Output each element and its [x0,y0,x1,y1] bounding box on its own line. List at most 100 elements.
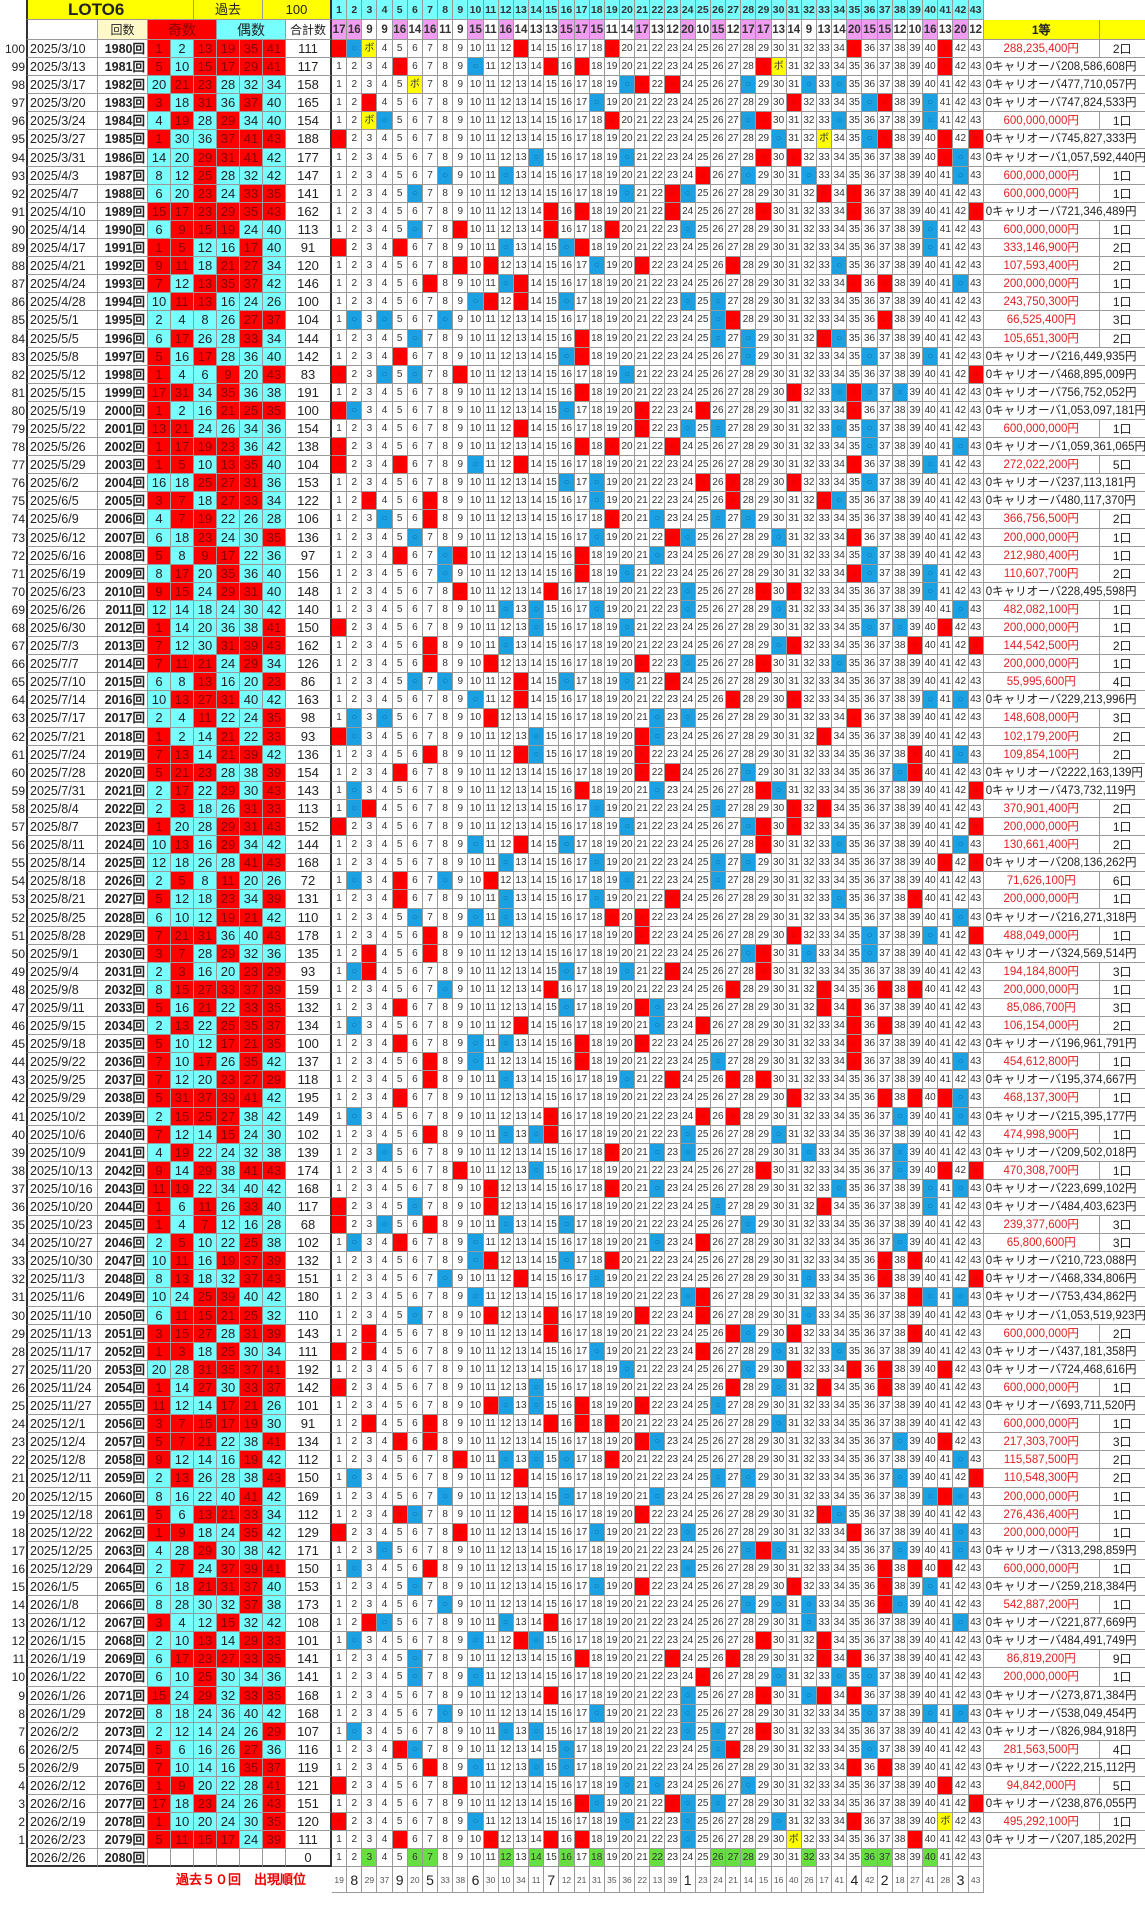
grid-cell: 19 [604,1107,620,1126]
table-row[interactable]: 90 2025/4/14 1990回 6 9 15 19 24 40 113 1 2 3 4 5 ○ 7 8 ○ 10… [0,220,1145,240]
table-row[interactable]: 48 2025/9/8 2032回 8 15 27 33 37 39 159 1 2 3 4 5 6 7 ○ 9 10… [0,980,1145,999]
table-row[interactable]: 62 2025/7/21 2018回 1 2 14 21 22 33 93 ○ ○ 3 4 5 6 7 8 9 10 1… [0,727,1145,746]
table-row[interactable]: 29 2025/11/13 2051回 3 15 27 28 31 39 143 1 2 ○ 4 5 6 7 8 9… [0,1324,1145,1343]
table-row[interactable]: 47 2025/9/11 2033回 5 16 21 22 33 35 132 1 2 3 4 ○ 6 7 8 9 1… [0,998,1145,1018]
table-row[interactable]: 91 2025/4/10 1989回 15 17 23 29 35 43 162 1 2 3 4 5 6 7 8 9… [0,202,1145,221]
table-row[interactable]: 36 2025/10/20 2044回 1 6 11 26 33 40 117 ○ 2 3 4 5 ○ 7 8 9 1… [0,1198,1145,1217]
table-row[interactable]: 100 2025/3/10 1980回 1 2 13 19 35 41 111 ○ ○ ボ 4 5 6 7 8 9 1… [0,40,1145,59]
table-row[interactable]: 56 2025/8/11 2024回 10 13 16 29 34 42 144 1 2 3 4 5 6 7 8 9… [0,836,1145,855]
table-row[interactable]: 46 2025/9/15 2034回 2 13 22 25 35 37 134 1 ○ 3 4 5 6 7 8 9 1… [0,1017,1145,1036]
table-row[interactable]: 27 2025/11/20 2053回 20 28 31 35 37 41 192 1 2 3 4 5 6 7 8… [0,1360,1145,1379]
table-row[interactable]: 84 2025/5/5 1996回 6 17 26 28 33 34 144 1 2 3 4 5 ○ 7 8 9 10… [0,329,1145,348]
table-row[interactable]: 70 2025/6/23 2010回 9 15 24 29 31 40 148 1 2 3 4 5 6 7 8 ○ 1… [0,582,1145,601]
table-row[interactable]: 25 2025/11/27 2055回 11 12 14 17 21 26 101 1 2 3 4 5 6 7 8… [0,1397,1145,1416]
table-row[interactable]: 41 2025/10/2 2039回 2 15 25 27 38 42 149 1 ○ 3 4 5 6 7 8 9 1… [0,1107,1145,1126]
table-row[interactable]: 71 2025/6/19 2009回 8 17 20 35 36 40 156 1 2 3 4 5 6 7 ○ 9 1… [0,564,1145,583]
table-row[interactable]: 86 2025/4/28 1994回 10 11 13 16 24 26 100 1 2 3 4 5 6 7 8 9… [0,293,1145,312]
table-row[interactable]: 44 2025/9/22 2036回 7 10 17 26 35 42 137 1 2 3 4 5 6 ○ 8 9 ○… [0,1053,1145,1072]
table-row[interactable]: 49 2025/9/4 2031回 2 3 16 20 23 29 93 1 ○ ○ 4 5 6 7 8 9 10 11… [0,962,1145,981]
grid-header-number-5: 5 [392,0,408,20]
table-row[interactable]: 75 2025/6/5 2005回 3 7 18 27 33 34 122 1 2 ○ 4 5 6 ○ 8 9 10 1… [0,492,1145,511]
table-row[interactable]: 85 2025/5/1 1995回 2 4 8 26 27 37 104 1 ○ 3 ○ 5 6 7 ○ 9 10 11… [0,311,1145,330]
table-row[interactable]: 66 2025/7/7 2014回 7 11 21 24 29 34 126 1 2 3 4 5 6 ○ 8 9 10… [0,655,1145,674]
table-row[interactable]: 99 2025/3/13 1981回 5 10 15 17 29 41 117 1 2 3 4 ○ 6 7 8 9 ○… [0,58,1145,77]
table-row[interactable]: 57 2025/8/7 2023回 1 20 28 29 31 43 152 ○ 2 3 4 5 6 7 8 9 10… [0,818,1145,837]
table-row[interactable]: 30 2025/11/10 2050回 6 11 15 21 25 32 110 1 2 3 4 5 ○ 7 8 9… [0,1306,1145,1325]
table-row[interactable]: 97 2025/3/20 1983回 3 18 31 36 37 40 165 1 2 ○ 4 5 6 7 8 9 1… [0,94,1145,113]
table-row[interactable]: 38 2025/10/13 2042回 9 14 29 38 41 43 174 1 2 3 4 5 6 7 8 ○… [0,1161,1145,1180]
draw-date: 2025/11/10 [26,1306,98,1325]
table-row[interactable]: 74 2025/6/9 2006回 4 7 19 22 26 28 106 1 2 3 ○ 5 6 ○ 8 9 10 1… [0,510,1145,529]
table-row[interactable]: 87 2025/4/24 1993回 7 12 13 35 37 42 146 1 2 3 4 5 6 ○ 8 9 1… [0,275,1145,294]
table-row[interactable]: 16 2025/12/29 2064回 2 7 24 37 39 41 150 1 ○ 3 4 5 6 ○ 8 9 1… [0,1559,1145,1578]
table-row[interactable]: 72 2025/6/16 2008回 5 8 9 17 22 36 97 1 2 3 4 ○ 6 7 ○ ○ 10 11… [0,546,1145,565]
table-row[interactable]: 31 2025/11/6 2049回 10 24 25 39 40 42 180 1 2 3 4 5 6 7 8 9… [0,1288,1145,1307]
first-prize-amount: 0キャリオーバ221,877,669円 [983,1614,1145,1633]
table-row[interactable]: 77 2025/5/29 2003回 1 5 10 13 35 40 104 ○ 2 3 4 ○ 6 7 8 9 ○ 1… [0,456,1145,475]
winning-number: 28 [217,1324,240,1343]
table-row[interactable]: 35 2025/10/23 2045回 1 4 7 12 16 28 68 ○ 2 3 ○ 5 6 ○ 8 9 10 1… [0,1216,1145,1235]
table-row[interactable]: 17 2025/12/25 2063回 4 28 29 30 38 42 171 1 2 3 ○ 5 6 7 8 9… [0,1541,1145,1560]
table-row[interactable]: 61 2025/7/24 2019回 7 13 14 21 39 42 136 1 2 3 4 5 6 ○ 8 9 1… [0,745,1145,764]
table-row[interactable]: 13 2026/1/12 2067回 3 4 12 15 32 42 108 1 2 ○ ○ 5 6 7 8 9 10… [0,1614,1145,1633]
hit-mark-icon: ○ [438,546,454,565]
table-row[interactable]: 95 2025/3/27 1985回 1 30 36 37 41 43 188 ○ 2 3 4 5 6 7 8 9 1… [0,130,1145,149]
table-row[interactable]: 94 2025/3/31 1986回 14 20 29 31 41 42 177 1 2 3 4 5 6 7 8 9… [0,148,1145,167]
table-row[interactable]: 24 2025/12/1 2056回 3 7 15 17 19 30 91 1 2 ○ 4 5 6 ○ 8 9 10 1… [0,1415,1145,1434]
table-row[interactable]: 64 2025/7/14 2016回 10 13 27 31 40 42 163 1 2 3 4 5 6 7 8 9… [0,691,1145,710]
grid-cell: 25 [695,1577,711,1597]
table-row[interactable]: 82 2025/5/12 1998回 1 4 6 9 20 43 83 ○ 2 3 ○ 5 ○ 7 8 ○ 10 11 1… [0,365,1145,384]
table-row[interactable]: 14 2026/1/8 2066回 8 28 30 32 37 38 173 1 2 3 4 5 6 7 ○ 9 10… [0,1596,1145,1615]
table-row[interactable]: 12 2026/1/15 2068回 2 10 13 14 29 33 101 1 ○ 3 4 5 6 7 8 9 ○… [0,1632,1145,1651]
number-sum: 137 [286,1053,332,1072]
table-row[interactable]: 22 2025/12/8 2058回 9 12 14 16 19 42 112 1 2 3 4 5 6 7 8 ○ 1… [0,1451,1145,1470]
table-row[interactable]: 67 2025/7/3 2013回 7 12 30 31 39 43 162 1 2 3 4 5 6 ○ 8 9 10… [0,637,1145,656]
table-row[interactable]: 50 2025/9/1 2030回 3 7 28 29 32 36 135 1 2 ○ 4 5 6 ○ 8 9 10 1… [0,944,1145,963]
table-row[interactable]: 68 2025/6/30 2012回 1 14 20 36 38 41 150 ○ 2 3 4 5 6 7 8 9 1… [0,619,1145,638]
table-row[interactable]: 20 2025/12/15 2060回 8 16 22 40 41 42 169 1 2 3 4 5 6 7 ○ 9… [0,1487,1145,1506]
table-row[interactable]: 18 2025/12/22 2062回 1 9 18 24 35 42 129 ○ 2 3 4 5 6 7 8 ○ 1… [0,1523,1145,1542]
table-row[interactable]: 40 2025/10/6 2040回 7 12 14 15 24 30 102 1 2 3 4 5 6 ○ 8 9 1… [0,1125,1145,1144]
table-row[interactable]: 83 2025/5/8 1997回 5 16 17 28 36 40 142 1 2 3 4 ○ 6 7 8 9 10… [0,347,1145,366]
table-row[interactable]: 80 2025/5/19 2000回 1 2 16 21 25 35 100 ○ ○ 3 4 5 6 7 8 9 10… [0,401,1145,420]
table-row[interactable]: 78 2025/5/26 2002回 1 17 19 23 36 42 138 ○ 2 3 4 5 6 7 8 9 1… [0,438,1145,457]
table-row[interactable]: 43 2025/9/25 2037回 7 12 20 23 27 29 118 1 2 3 4 5 6 ○ 8 9 1… [0,1071,1145,1090]
table-row[interactable]: 58 2025/8/4 2022回 2 3 18 26 31 33 113 1 ○ ○ 4 5 6 7 8 9 10 1… [0,799,1145,819]
grid-cell: 35 [847,419,863,439]
table-row[interactable]: 53 2025/8/21 2027回 5 12 18 23 34 39 131 1 2 3 4 ○ 6 7 8 9 1… [0,890,1145,909]
table-row[interactable]: 76 2025/6/2 2004回 16 18 25 27 31 36 153 1 2 3 4 5 6 7 8 9 1… [0,474,1145,493]
table-row[interactable]: 42 2025/9/29 2038回 5 31 37 39 41 42 195 1 2 3 4 ○ 6 7 8 9 1… [0,1089,1145,1108]
table-row[interactable]: 88 2025/4/21 1992回 9 11 18 21 27 34 120 1 2 3 4 5 6 7 8 ○ 1… [0,257,1145,276]
table-row[interactable]: 93 2025/4/3 1987回 8 12 25 28 32 42 147 1 2 3 4 5 6 7 ○ 9 10… [0,166,1145,185]
table-row[interactable]: 81 2025/5/15 1999回 17 31 34 35 36 38 191 1 2 3 4 5 6 7 8 9… [0,383,1145,402]
table-row[interactable]: 65 2025/7/10 2015回 6 8 13 16 20 23 86 1 2 3 4 5 ○ 7 ○ 9 10 1… [0,673,1145,692]
table-row[interactable]: 89 2025/4/17 1991回 1 5 12 16 17 40 91 ○ 2 3 4 ○ 6 7 8 9 10 1… [0,239,1145,258]
table-row[interactable]: 92 2025/4/7 1988回 6 20 23 24 33 35 141 1 2 3 4 5 ○ 7 8 9 10… [0,184,1145,203]
grid-cell: 26 [710,763,727,782]
table-row[interactable]: 63 2025/7/17 2017回 2 4 11 22 24 35 98 1 ○ 3 ○ 5 6 7 8 9 10 ○… [0,709,1145,728]
table-row[interactable]: 37 2025/10/16 2043回 11 19 22 34 40 42 168 1 2 3 4 5 6 7 8… [0,1179,1145,1198]
table-row[interactable]: 60 2025/7/28 2020回 5 21 23 28 38 39 154 1 2 3 4 ○ 6 7 8 9 1… [0,763,1145,782]
table-row[interactable]: 23 2025/12/4 2057回 5 7 21 22 38 41 134 1 2 3 4 ○ 6 ○ 8 9 10… [0,1433,1145,1452]
table-row[interactable]: 45 2025/9/18 2035回 5 10 12 17 21 35 100 1 2 3 4 ○ 6 7 8 9 ○… [0,1035,1145,1054]
table-row[interactable]: 39 2025/10/9 2041回 4 19 22 24 32 38 139 1 2 3 ○ 5 6 7 8 9 1… [0,1143,1145,1162]
table-row[interactable]: 79 2025/5/22 2001回 13 21 24 26 34 36 154 1 2 3 4 5 6 7 8 9… [0,419,1145,439]
table-row[interactable]: 69 2025/6/26 2011回 12 14 18 24 30 42 140 1 2 3 4 5 6 7 8 9… [0,600,1145,619]
table-row[interactable]: 32 2025/11/3 2048回 8 13 18 32 37 43 151 1 2 3 4 5 6 7 ○ 9 1… [0,1270,1145,1289]
table-row[interactable]: 33 2025/10/30 2047回 10 11 16 19 37 39 132 1 2 3 4 5 6 7 8… [0,1252,1145,1271]
table-row[interactable]: 59 2025/7/31 2021回 2 17 22 29 30 43 143 1 ○ 3 4 5 6 7 8 9 1… [0,781,1145,800]
table-row[interactable]: 26 2025/11/24 2054回 1 14 27 30 33 37 142 ○ 2 3 4 5 6 7 8 9… [0,1378,1145,1398]
grid-cell: 1 [332,763,348,782]
table-row[interactable]: 21 2025/12/11 2059回 2 13 26 28 38 43 150 1 ○ 3 4 5 6 7 8 9… [0,1469,1145,1488]
table-row[interactable]: 73 2025/6/12 2007回 6 18 23 24 30 35 136 1 2 3 4 5 ○ 7 8 9 1… [0,528,1145,547]
table-row[interactable]: 28 2025/11/17 2052回 1 3 18 25 30 34 111 ○ 2 ○ 4 5 6 7 8 9 1… [0,1342,1145,1361]
table-row[interactable]: 52 2025/8/25 2028回 6 10 12 19 21 42 110 1 2 3 4 5 ○ 7 8 9 ○… [0,908,1145,927]
table-row[interactable]: 98 2025/3/17 1982回 20 21 23 28 32 34 158 1 2 3 4 5 ボ 7 8 9… [0,76,1145,95]
table-row[interactable]: 55 2025/8/14 2025回 12 18 26 28 41 43 168 1 2 3 4 5 6 7 8 9… [0,854,1145,873]
table-row[interactable]: 51 2025/8/28 2029回 7 21 31 36 40 43 178 1 2 3 4 5 6 ○ 8 9 1… [0,926,1145,945]
table-row[interactable]: 19 2025/12/18 2061回 5 6 13 21 33 34 112 1 2 3 4 ○ ○ 7 8 9 1… [0,1505,1145,1524]
table-row[interactable]: 54 2025/8/18 2026回 2 5 8 11 20 26 72 1 ○ 3 4 ○ 6 7 ○ 9 10 ○ 1… [0,872,1145,891]
table-row[interactable]: 15 2026/1/5 2065回 6 18 21 31 37 40 153 1 2 3 4 5 ○ 7 8 9 10… [0,1577,1145,1597]
table-row[interactable]: 96 2025/3/24 1984回 4 19 28 29 34 40 154 1 2 ボ ○ 5 6 7 8 9 1… [0,112,1145,131]
table-row[interactable]: 34 2025/10/27 2046回 2 5 10 22 25 38 102 1 ○ 3 4 ○ 6 7 8 9 ○… [0,1234,1145,1253]
